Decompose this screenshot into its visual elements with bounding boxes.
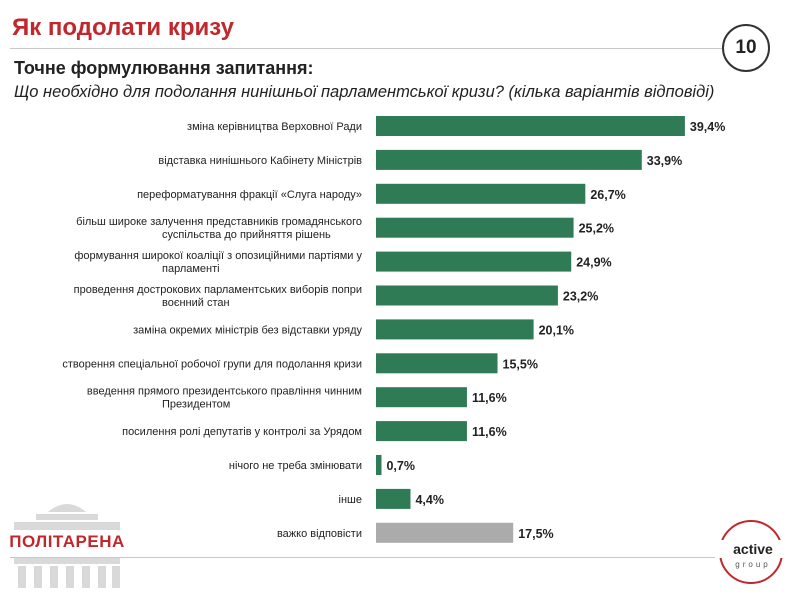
bar-4 <box>376 251 572 272</box>
category-label-3: більш широке залучення представників гро… <box>76 216 362 241</box>
value-label-3: 25,2% <box>579 222 614 236</box>
footer-divider <box>10 557 718 558</box>
bar-8 <box>376 387 467 408</box>
bar-11 <box>376 488 411 509</box>
value-label-7: 15,5% <box>503 357 538 371</box>
value-label-8: 11,6% <box>472 391 507 405</box>
category-label-2: переформатування фракції «Слуга народу» <box>137 189 362 201</box>
category-label-1: відставка нинішнього Кабінету Міністрів <box>158 155 362 167</box>
value-label-4: 24,9% <box>576 256 611 270</box>
value-label-2: 26,7% <box>590 188 625 202</box>
question-heading: Точне формулювання запитання: <box>14 58 314 78</box>
category-label-4: формування широкої коаліції з опозиційни… <box>74 250 362 275</box>
category-label-10: нічого не треба змінювати <box>229 460 362 472</box>
value-label-9: 11,6% <box>472 425 507 439</box>
bar-3 <box>376 217 574 238</box>
bar-1 <box>376 149 642 170</box>
category-label-0: зміна керівництва Верховної Ради <box>187 121 362 133</box>
category-label-11: інше <box>339 494 362 506</box>
title-divider <box>10 48 724 49</box>
page-number-badge: 10 <box>722 24 770 72</box>
category-label-9: посилення ролі депутатів у контролі за У… <box>122 426 362 438</box>
active-group-logo-name: active <box>715 540 791 558</box>
category-label-8: введення прямого президентського правлін… <box>87 386 362 411</box>
value-label-12: 17,5% <box>518 527 553 541</box>
bar-0 <box>376 116 685 136</box>
politarena-logo: ПОЛІТАРЕНА <box>6 498 128 590</box>
value-label-10: 0,7% <box>386 459 415 473</box>
bar-12 <box>376 522 514 543</box>
bar-7 <box>376 353 498 374</box>
active-group-logo: active group <box>715 520 797 592</box>
value-label-11: 4,4% <box>415 493 444 507</box>
politarena-logo-text: ПОЛІТАРЕНА <box>9 532 125 551</box>
value-label-5: 23,2% <box>563 290 598 304</box>
category-label-6: заміна окремих міністрів без відставки у… <box>133 324 362 336</box>
value-label-0: 39,4% <box>690 120 725 134</box>
bar-5 <box>376 285 558 306</box>
category-label-7: створення спеціальної робочої групи для … <box>62 358 362 370</box>
question-text: Що необхідно для подолання нинішньої пар… <box>14 83 715 101</box>
value-label-1: 33,9% <box>647 154 682 168</box>
bar-9 <box>376 421 467 442</box>
parliament-building-icon <box>14 504 120 588</box>
bar-6 <box>376 319 534 340</box>
page-title: Як подолати кризу <box>12 14 234 41</box>
bar-2 <box>376 183 586 204</box>
bar-10 <box>376 455 382 475</box>
category-label-12: важко відповісти <box>277 528 362 540</box>
category-label-5: проведення дострокових парламентських ви… <box>74 284 362 309</box>
value-label-6: 20,1% <box>539 323 574 337</box>
active-group-logo-sub: group <box>735 560 771 569</box>
